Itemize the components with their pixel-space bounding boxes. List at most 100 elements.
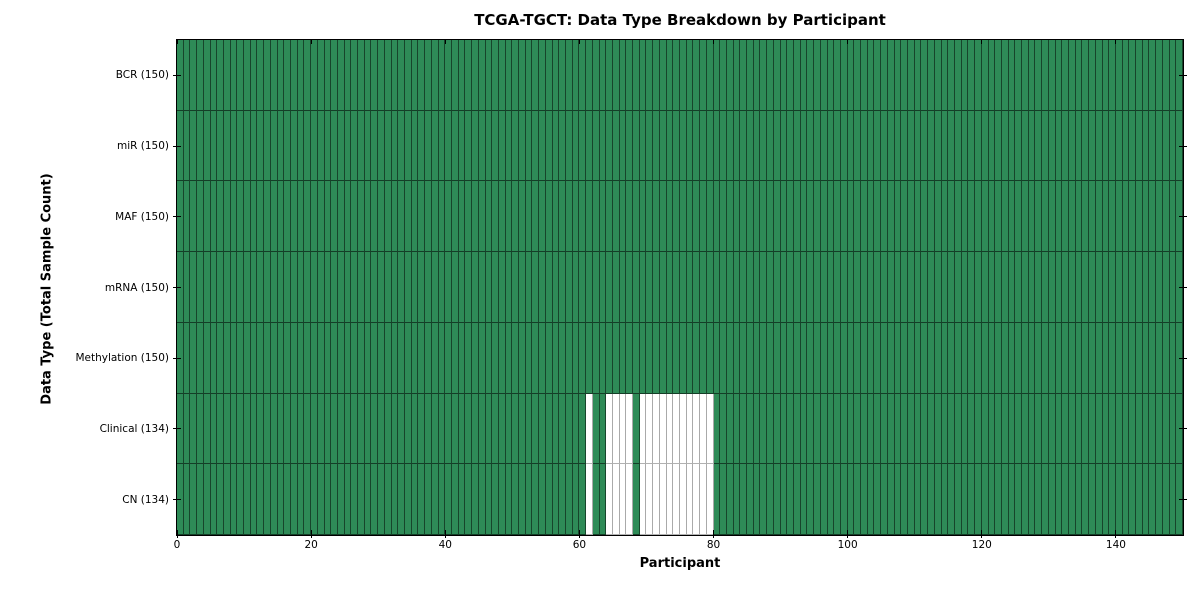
heatmap-cell	[1042, 322, 1049, 394]
heatmap-cell	[445, 464, 452, 535]
heatmap-cell	[364, 464, 372, 535]
heatmap-cell	[626, 252, 634, 323]
heatmap-cell	[679, 110, 687, 182]
heatmap-cell	[733, 40, 741, 111]
heatmap-cell	[921, 322, 929, 394]
heatmap-cell	[284, 464, 291, 535]
x-axis-tick	[176, 530, 178, 538]
heatmap-cell	[968, 393, 976, 465]
heatmap-cell	[820, 322, 828, 394]
heatmap-cell	[358, 393, 365, 465]
heatmap-cell	[908, 464, 915, 535]
heatmap-cell	[351, 40, 359, 111]
heatmap-cell	[726, 252, 734, 323]
heatmap-cell	[820, 40, 828, 111]
heatmap-cell	[780, 181, 788, 253]
heatmap-cell	[1136, 181, 1143, 253]
heatmap-cell	[411, 464, 419, 535]
heatmap-cell	[364, 252, 372, 323]
heatmap-cell	[814, 252, 821, 323]
heatmap-cell	[726, 322, 734, 394]
heatmap-cell	[861, 252, 868, 323]
heatmap-cell	[767, 110, 774, 182]
heatmap-cell	[1062, 181, 1069, 253]
heatmap-cell	[1048, 40, 1056, 111]
heatmap-cell	[438, 40, 446, 111]
heatmap-cell	[1129, 181, 1137, 253]
heatmap-cell	[693, 110, 701, 182]
heatmap-cell	[445, 181, 452, 253]
heatmap-cell	[612, 252, 620, 323]
heatmap-cell	[1028, 393, 1036, 465]
heatmap-cell	[592, 464, 600, 535]
heatmap-cell	[720, 181, 727, 253]
heatmap-cell	[264, 464, 271, 535]
heatmap-cell	[418, 322, 426, 394]
heatmap-cell	[827, 110, 835, 182]
heatmap-cell	[358, 464, 365, 535]
heatmap-cell	[807, 252, 815, 323]
heatmap-cell	[512, 40, 520, 111]
heatmap-cell	[961, 464, 969, 535]
heatmap-cell	[854, 393, 862, 465]
heatmap-cell	[894, 252, 902, 323]
heatmap-cell	[854, 110, 862, 182]
heatmap-cell	[277, 322, 285, 394]
heatmap-cell	[901, 40, 909, 111]
heatmap-cell	[371, 464, 379, 535]
heatmap-cell	[700, 181, 707, 253]
heatmap-cell	[606, 110, 613, 182]
heatmap-cell	[210, 181, 218, 253]
heatmap-cell	[787, 393, 794, 465]
heatmap-cell	[183, 181, 191, 253]
heatmap-cell	[586, 40, 593, 111]
heatmap-cell	[599, 110, 607, 182]
y-tick-label: Methylation (150)	[75, 352, 169, 365]
heatmap-cell	[894, 181, 902, 253]
heatmap-cell	[1048, 322, 1056, 394]
heatmap-cell	[398, 40, 406, 111]
heatmap-cell	[1068, 181, 1076, 253]
heatmap-cell	[391, 393, 399, 465]
heatmap-cell	[485, 110, 493, 182]
heatmap-cell	[874, 464, 882, 535]
heatmap-cell	[230, 252, 238, 323]
heatmap-cell	[948, 181, 955, 253]
heatmap-cell	[1015, 40, 1023, 111]
heatmap-cell	[1068, 252, 1076, 323]
heatmap-cell	[1028, 322, 1036, 394]
heatmap-cell	[934, 322, 942, 394]
heatmap-cell	[767, 181, 774, 253]
heatmap-cell	[807, 393, 815, 465]
heatmap-cell	[364, 40, 372, 111]
heatmap-cell	[210, 464, 218, 535]
heatmap-cell	[606, 393, 613, 465]
heatmap-cell	[545, 181, 553, 253]
heatmap-cell	[277, 40, 285, 111]
heatmap-cell	[1109, 393, 1116, 465]
heatmap-cell	[1022, 322, 1029, 394]
heatmap-cell	[961, 322, 969, 394]
heatmap-cell	[297, 181, 305, 253]
heatmap-cell	[1102, 252, 1110, 323]
heatmap-cell	[1022, 110, 1029, 182]
heatmap-cell	[545, 40, 553, 111]
heatmap-cell	[579, 181, 587, 253]
heatmap-cell	[814, 322, 821, 394]
x-axis-tick	[578, 530, 580, 538]
heatmap-cell	[297, 40, 305, 111]
heatmap-cell	[519, 464, 526, 535]
heatmap-cell	[934, 393, 942, 465]
x-axis-top-tick	[176, 40, 178, 44]
heatmap-cell	[928, 110, 935, 182]
heatmap-cell	[854, 322, 862, 394]
heatmap-cell	[592, 252, 600, 323]
heatmap-cell	[344, 464, 352, 535]
heatmap-cell	[700, 464, 707, 535]
heatmap-cell	[1068, 40, 1076, 111]
heatmap-cell	[928, 40, 935, 111]
heatmap-cell	[1082, 181, 1090, 253]
heatmap-cell	[753, 322, 761, 394]
heatmap-cell	[1048, 393, 1056, 465]
heatmap-cell	[250, 393, 258, 465]
